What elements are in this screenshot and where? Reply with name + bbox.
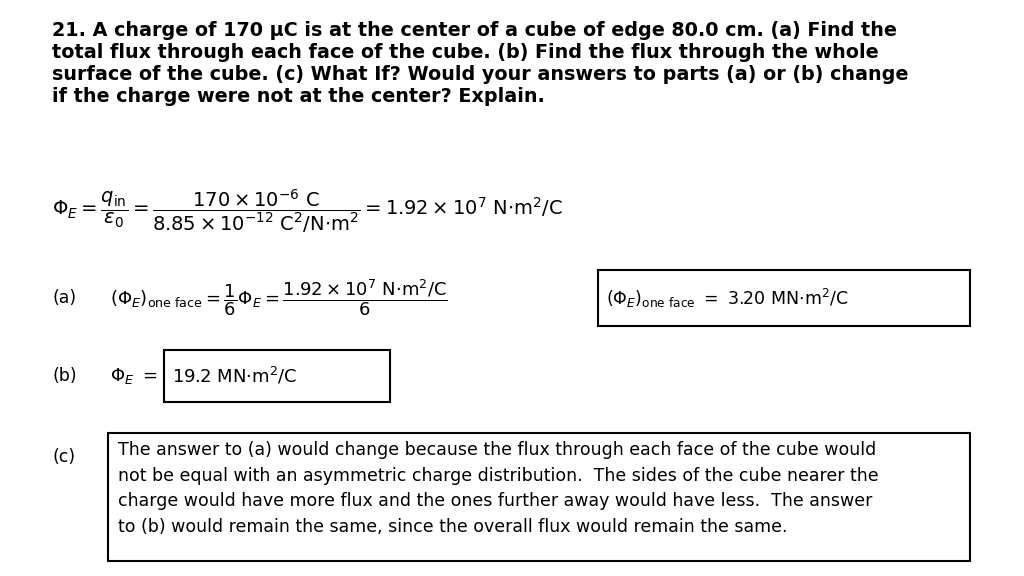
Text: $(\Phi_E)_{\rm one\ face} = \dfrac{1}{6}\Phi_E = \dfrac{1.92 \times 10^{7}\ \rm : $(\Phi_E)_{\rm one\ face} = \dfrac{1}{6}… <box>110 278 447 319</box>
Text: 21. A charge of 170 μC is at the center of a cube of edge 80.0 cm. (a) Find the: 21. A charge of 170 μC is at the center … <box>52 21 897 40</box>
Text: The answer to (a) would change because the flux through each face of the cube wo: The answer to (a) would change because t… <box>118 441 879 536</box>
Text: $\Phi_E\ =$: $\Phi_E\ =$ <box>110 366 158 386</box>
Text: surface of the cube. (c) What If? Would your answers to parts (a) or (b) change: surface of the cube. (c) What If? Would … <box>52 65 908 84</box>
Text: $19.2\ \rm MN{\cdot}m^2/C$: $19.2\ \rm MN{\cdot}m^2/C$ <box>172 365 298 386</box>
Text: (a): (a) <box>52 289 76 307</box>
Text: (c): (c) <box>52 448 75 466</box>
Text: $(\Phi_E)_{\rm one\ face}\ =\ 3.20\ \rm MN{\cdot}m^2/C$: $(\Phi_E)_{\rm one\ face}\ =\ 3.20\ \rm … <box>606 286 849 309</box>
Text: if the charge were not at the center? Explain.: if the charge were not at the center? Ex… <box>52 87 545 106</box>
Text: (b): (b) <box>52 367 77 385</box>
Text: $\Phi_E = \dfrac{q_{\rm in}}{\varepsilon_0} = \dfrac{170 \times 10^{-6}\ \rm C}{: $\Phi_E = \dfrac{q_{\rm in}}{\varepsilon… <box>52 187 563 235</box>
Text: total flux through each face of the cube. (b) Find the flux through the whole: total flux through each face of the cube… <box>52 43 879 62</box>
